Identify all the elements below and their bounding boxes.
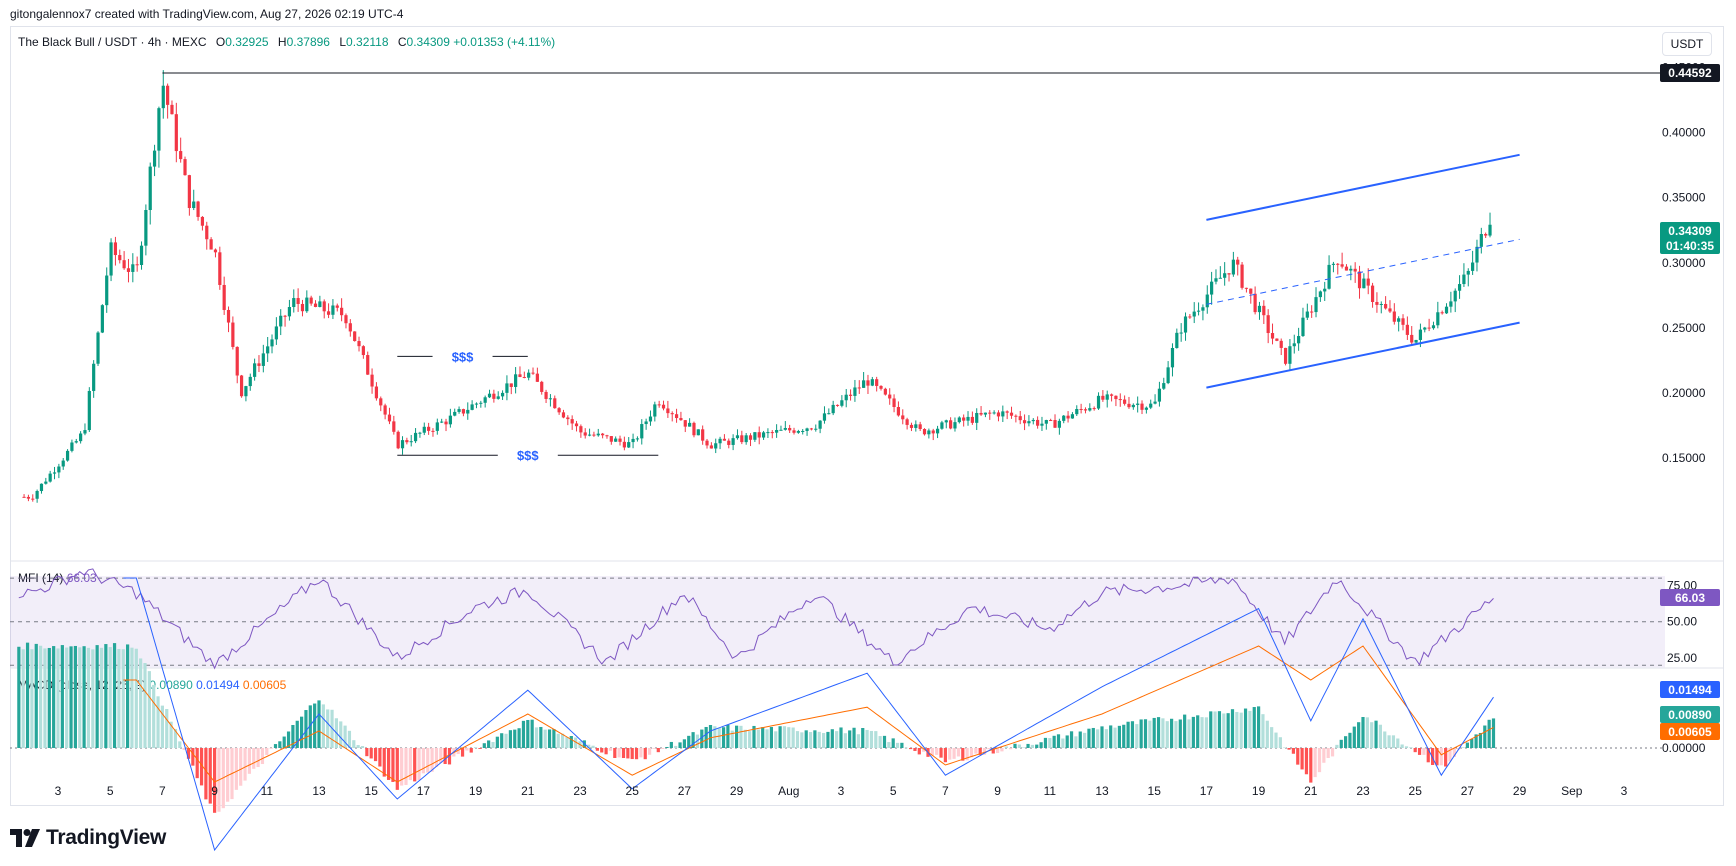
- mfi-legend-value: 66.03: [66, 571, 97, 585]
- low-label: L: [339, 35, 347, 49]
- macd-label: MACD (close, 12, 26, 9): [18, 678, 147, 692]
- low-value: 0.32118: [346, 35, 389, 49]
- tradingview-logo-icon: [10, 829, 40, 847]
- close-label: C: [397, 35, 407, 49]
- macd-hist-legend: 0.00890: [149, 678, 193, 692]
- symbol-title[interactable]: The Black Bull / USDT · 4h · MEXC: [18, 35, 207, 49]
- mfi-label: MFI (14): [18, 571, 64, 585]
- author-credit: gitongalennox7 created with TradingView.…: [10, 7, 404, 21]
- high-label: H: [277, 35, 287, 49]
- high-value: 0.37896: [286, 35, 330, 49]
- macd-legend[interactable]: MACD (close, 12, 26, 9) 0.00890 0.01494 …: [18, 678, 286, 692]
- open-label: O: [215, 35, 226, 49]
- currency-selector[interactable]: USDT: [1662, 32, 1712, 56]
- tradingview-logo[interactable]: TradingView: [10, 826, 166, 850]
- close-value: 0.34309: [406, 35, 450, 49]
- change-value: +0.01353 (+4.11%): [453, 35, 556, 49]
- macd-line-legend: 0.01494: [196, 678, 240, 692]
- open-value: 0.32925: [225, 35, 269, 49]
- mfi-legend[interactable]: MFI (14) 66.03: [18, 571, 97, 585]
- macd-signal-legend: 0.00605: [242, 678, 287, 692]
- tradingview-wordmark: TradingView: [46, 826, 167, 849]
- symbol-legend: The Black Bull / USDT · 4h · MEXC O0.329…: [18, 35, 555, 49]
